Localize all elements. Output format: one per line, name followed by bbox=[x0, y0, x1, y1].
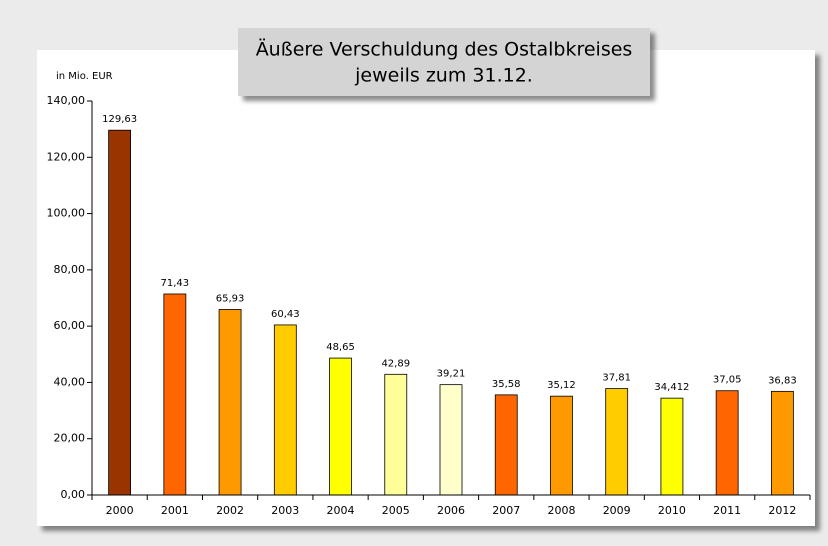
x-tick-label: 2005 bbox=[382, 504, 410, 517]
value-label: 129,63 bbox=[102, 114, 137, 125]
title-box bbox=[238, 28, 650, 96]
bar bbox=[329, 357, 352, 496]
x-tick-label: 2000 bbox=[106, 504, 134, 517]
value-label: 71,43 bbox=[161, 278, 190, 289]
bar bbox=[273, 324, 297, 496]
x-tick-label: 2001 bbox=[161, 504, 189, 517]
x-tick-label: 2009 bbox=[603, 504, 631, 517]
x-tick-label: 2006 bbox=[437, 504, 465, 517]
x-tick-label: 2008 bbox=[547, 504, 575, 517]
x-tick-label: 2003 bbox=[271, 504, 299, 517]
y-tick-label: 40,00 bbox=[54, 375, 86, 388]
bar bbox=[108, 129, 132, 496]
bar bbox=[715, 390, 739, 496]
value-label: 48,65 bbox=[326, 342, 355, 353]
x-tick-label: 2010 bbox=[658, 504, 686, 517]
value-label: 35,58 bbox=[492, 379, 521, 390]
chart-title: jeweils zum 31.12. bbox=[354, 65, 533, 87]
y-tick-label: 0,00 bbox=[61, 488, 86, 501]
bar bbox=[770, 390, 794, 496]
y-tick-label: 120,00 bbox=[47, 150, 86, 163]
y-tick-label: 80,00 bbox=[54, 263, 86, 276]
value-label: 60,43 bbox=[271, 309, 300, 320]
bar bbox=[494, 394, 518, 496]
bar bbox=[660, 397, 684, 496]
value-label: 39,21 bbox=[437, 369, 466, 380]
x-tick-label: 2004 bbox=[327, 504, 355, 517]
y-tick-label: 20,00 bbox=[54, 432, 86, 445]
value-label: 37,05 bbox=[713, 375, 742, 386]
bar bbox=[163, 293, 187, 496]
value-label: 42,89 bbox=[381, 358, 410, 369]
bar bbox=[384, 373, 408, 496]
chart-title: Äußere Verschuldung des Ostalbkreises bbox=[256, 38, 633, 61]
y-tick-label: 100,00 bbox=[47, 207, 86, 220]
bar bbox=[439, 384, 463, 496]
value-label: 34,412 bbox=[654, 382, 689, 393]
bar bbox=[605, 388, 629, 496]
bar bbox=[218, 309, 242, 496]
x-tick-label: 2002 bbox=[216, 504, 244, 517]
plot-panel bbox=[37, 50, 815, 526]
bar bbox=[550, 395, 573, 496]
x-tick-label: 2012 bbox=[768, 504, 796, 517]
y-tick-label: 60,00 bbox=[54, 319, 86, 332]
value-label: 36,83 bbox=[768, 375, 797, 386]
x-tick-label: 2011 bbox=[713, 504, 741, 517]
value-label: 65,93 bbox=[216, 293, 245, 304]
value-label: 37,81 bbox=[602, 373, 631, 384]
y-axis-label: in Mio. EUR bbox=[56, 71, 113, 82]
x-tick-label: 2007 bbox=[492, 504, 520, 517]
y-tick-label: 140,00 bbox=[47, 94, 86, 107]
value-label: 35,12 bbox=[547, 380, 576, 391]
